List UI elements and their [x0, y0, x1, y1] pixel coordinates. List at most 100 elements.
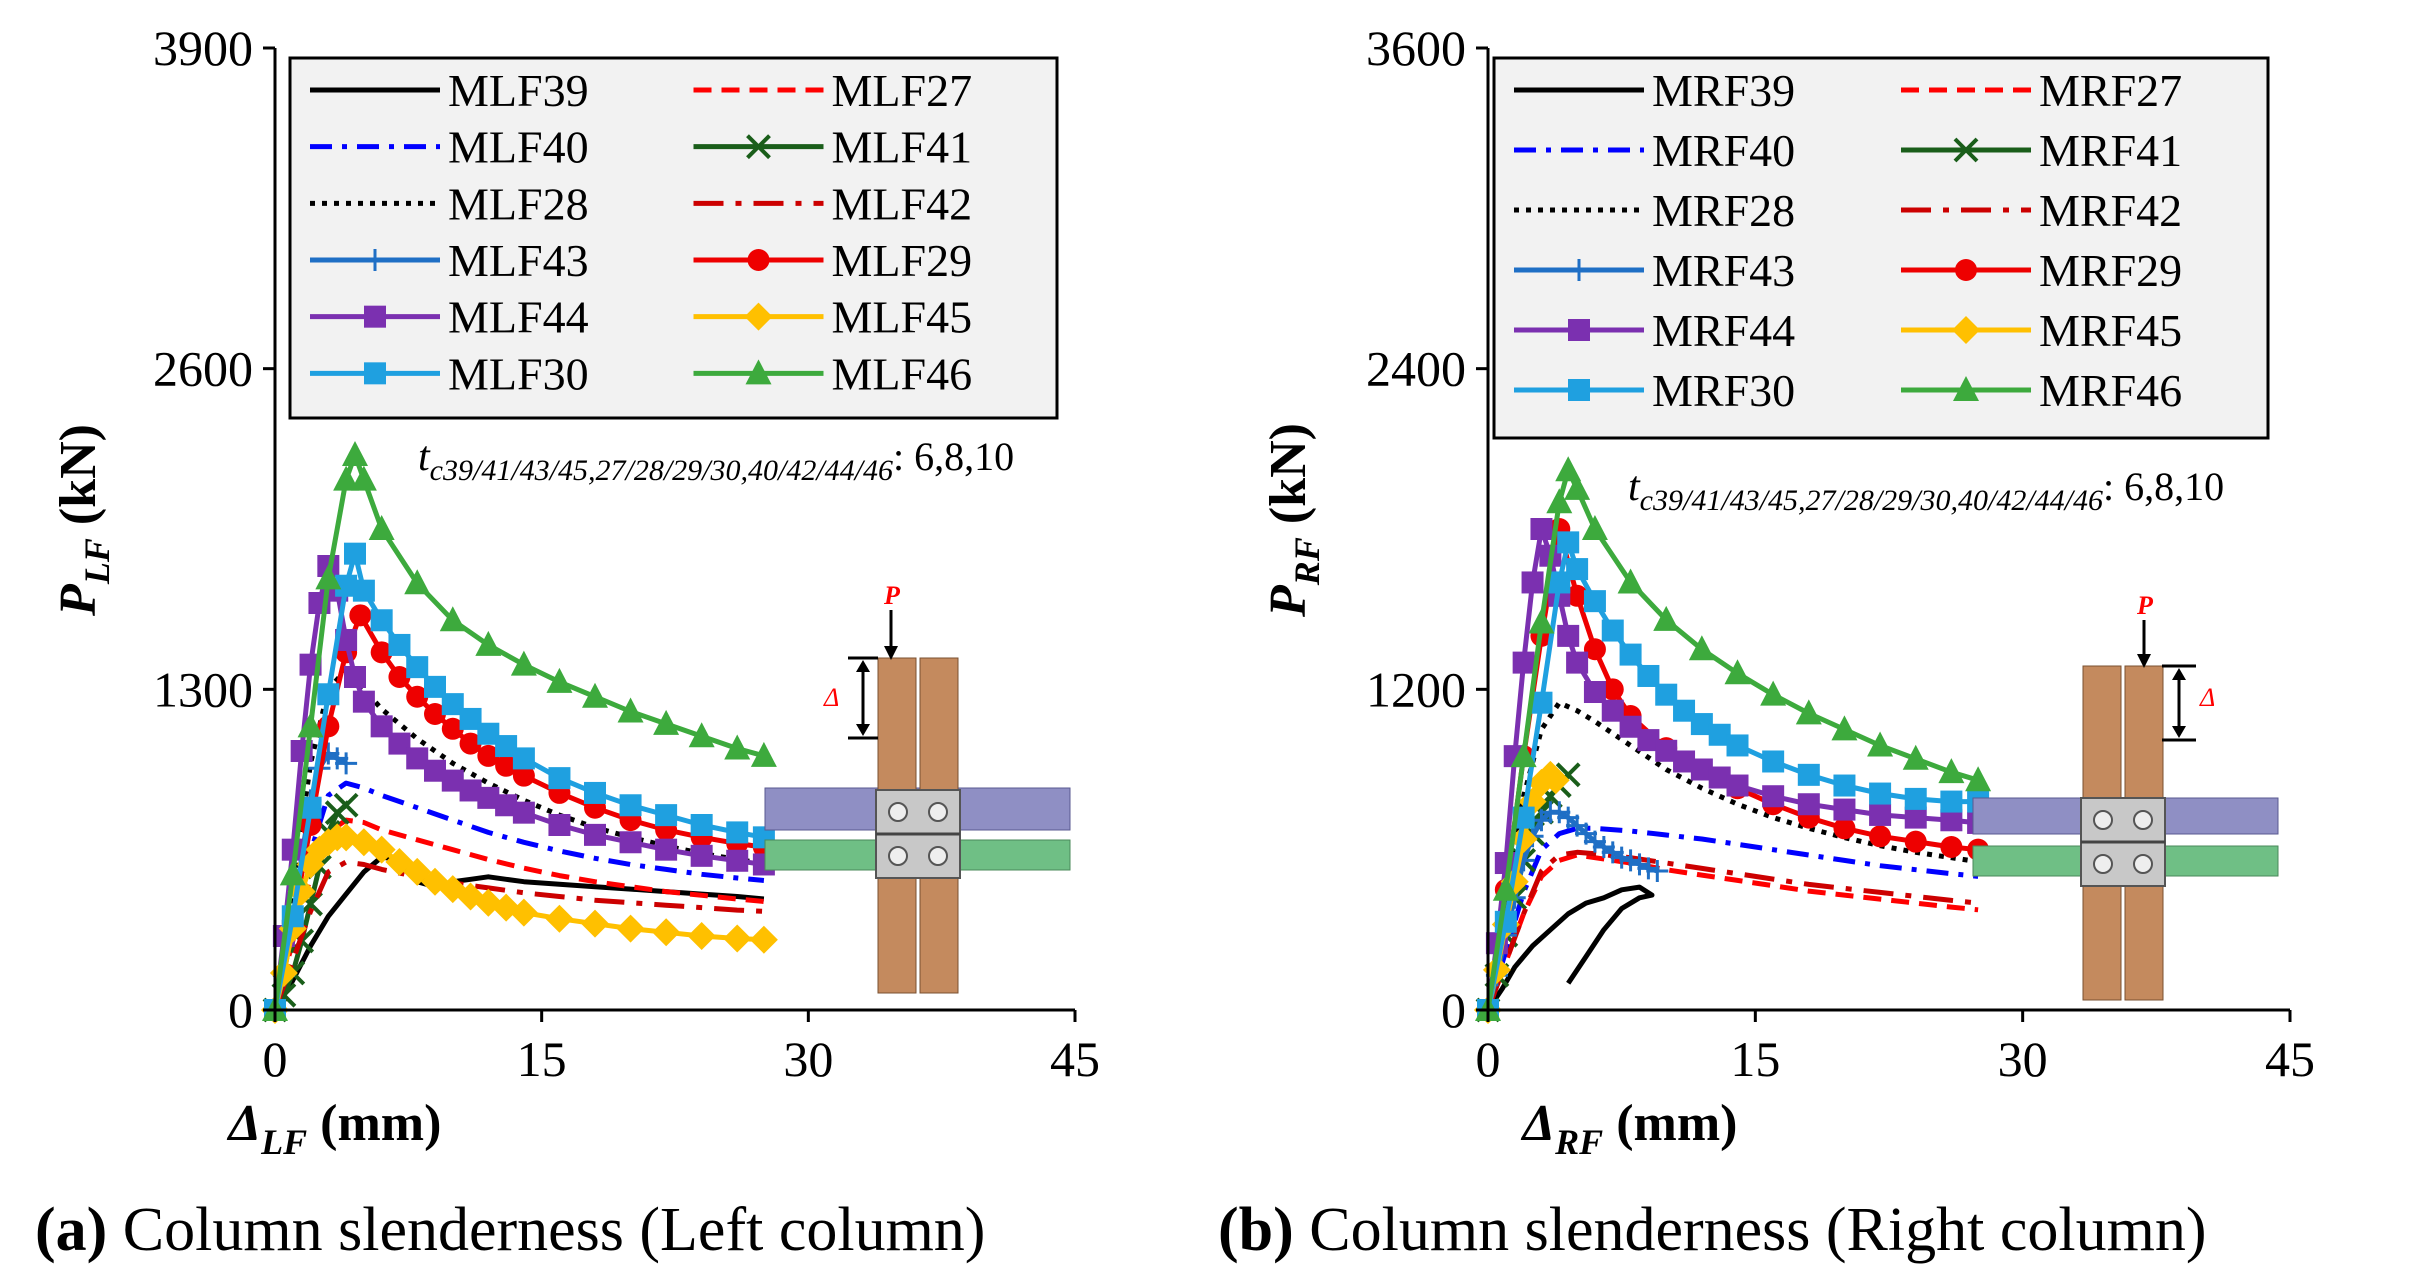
panel-b-point-MRF43: [1646, 860, 1669, 883]
panel-a-legend-label: MLF44: [448, 292, 589, 343]
panel-a-point-MLF30: [441, 693, 464, 716]
panel-a-legend-label: MLF42: [832, 178, 973, 229]
panel-b-legend-label: MRF40: [1652, 125, 1795, 176]
panel-a-point-MLF41: [333, 792, 359, 818]
panel-a-point-MLF30: [352, 579, 375, 602]
panel-b-point-MRF30: [1797, 763, 1820, 786]
panel-b-point-MRF30: [1762, 750, 1785, 773]
panel-a-point-MLF46: [350, 465, 377, 491]
panel-b-point-MRF29: [1566, 584, 1589, 607]
panel-a-point-MLF29: [477, 744, 500, 767]
panel-b-point-MRF43: [1637, 857, 1660, 880]
panel-b-legend-entry-MRF30: MRF30: [1514, 365, 1795, 416]
panel-a-xlabel: ΔLF (mm): [227, 1095, 442, 1162]
panel-b-point-MRF44: [1619, 715, 1642, 738]
panel-a-ytick-label: 1300: [153, 661, 253, 717]
panel-b-point-MRF29: [1904, 830, 1927, 853]
panel-b-point-MRF46: [1724, 659, 1751, 685]
panel-a-axes: 0 1300 2600 3900 0 15 30 45: [153, 20, 1100, 1087]
panel-a-point-MLF44: [352, 690, 375, 713]
panel-a-ytick-label: 0: [228, 982, 253, 1038]
panel-a-legend: MLF39 MLF27 MLF40 MLF41 MLF28 MLF42 MLF43 MLF29…: [288, 56, 1059, 420]
panel-a-point-MLF30: [655, 804, 678, 827]
panel-b-xlabel: ΔRF (mm): [1521, 1095, 1738, 1162]
panel-a-point-MLF45: [616, 914, 645, 943]
panel-b-annotation: tc39/41/43/45,27/28/29/30,40/42/44/46: 6…: [1628, 464, 2224, 517]
panel-b-legend-entry-MRF40: MRF40: [1514, 125, 1795, 176]
panel-b-point-MRF46: [1831, 715, 1858, 741]
inset-load-label: P: [2136, 591, 2154, 620]
panel-a-point-MLF44: [495, 794, 518, 817]
panel-a-legend-box: [288, 56, 1059, 420]
panel-a-legend-label: MLF29: [832, 235, 973, 286]
panel-b-point-MRF44: [1940, 809, 1963, 832]
panel-a-ytick-label: 3900: [153, 20, 253, 76]
panel-a-point-MLF30: [512, 747, 535, 770]
panel-b-ytick-label: 1200: [1366, 661, 1466, 717]
panel-a-point-MLF30: [388, 633, 411, 656]
panel-a-point-MLF46: [688, 722, 715, 748]
panel-a-point-MLF30: [495, 735, 518, 758]
panel-a-line-MLF45: [272, 834, 765, 1011]
panel-b-legend-label: MRF30: [1652, 365, 1795, 416]
panel-b-point-MRF44: [1566, 651, 1589, 674]
panel-a-legend-entry-MLF27: MLF27: [693, 65, 973, 116]
panel-a-series-MLF45: [261, 823, 778, 1024]
panel-a-point-MLF45: [652, 918, 681, 947]
panel-b-point-MRF30: [1708, 723, 1731, 746]
panel-a-point-MLF30: [344, 542, 366, 565]
panel-a-legend-label: MLF46: [832, 348, 973, 399]
panel-b-point-MRF46: [1938, 758, 1965, 784]
inset-bolt-4: [2133, 854, 2153, 874]
panel-a-series-group: [261, 441, 778, 1024]
panel-a-point-MLF30: [299, 796, 322, 819]
panel-b-point-MRF46: [1617, 568, 1644, 594]
panel-a-caption: (a) Column slenderness (Left column): [35, 1196, 985, 1264]
panel-b-point-MRF29: [1940, 835, 1963, 858]
panel-a-point-MLF29: [495, 754, 518, 777]
panel-a-point-MLF44: [459, 779, 482, 802]
panel-a-legend-label: MLF40: [448, 122, 589, 173]
panel-a-legend-entry-MLF41: MLF41: [693, 122, 972, 173]
inset-load-label: P: [883, 581, 901, 610]
panel-a-point-MLF46: [315, 564, 342, 590]
panel-b-series-group: [1474, 456, 1992, 1024]
panel-b-legend-label: MRF46: [2039, 365, 2182, 416]
panel-a-point-MLF44: [726, 849, 749, 872]
inset-bolt-4: [928, 846, 948, 866]
panel-b-legend-label: MRF42: [2039, 185, 2182, 236]
panel-b-point-MRF30: [1673, 699, 1696, 722]
panel-b-legend-label: MRF44: [1652, 305, 1795, 356]
panel-a-xtick-label: 45: [1050, 1031, 1100, 1087]
panel-b-point-MRF44: [1708, 766, 1731, 789]
panel-a-legend-label: MLF28: [448, 178, 589, 229]
panel-a-point-MLF44: [477, 786, 500, 809]
panel-a-point-MLF44: [388, 732, 411, 755]
panel-b-point-MRF46: [1510, 742, 1537, 768]
panel-b-point-MRF46: [1688, 635, 1715, 661]
inset-load-arrowhead: [2137, 654, 2151, 668]
panel-a-legend-label: MLF27: [832, 65, 973, 116]
inset-disp-label: Δ: [823, 683, 839, 712]
panel-a-series-MLF42: [272, 859, 765, 1011]
panel-b-point-MRF44: [1869, 803, 1892, 826]
panel-b: 0 1200 2400 3600 0 15 30 45 MRF39 MRF27 MRF40 MRF4…: [1218, 20, 2315, 1264]
panel-b-point-MRF30: [1530, 691, 1553, 714]
panel-b-point-MRF44: [1726, 774, 1749, 797]
panel-a-point-MLF45: [509, 898, 538, 927]
panel-a-point-MLF30: [619, 794, 642, 817]
panel-a-point-MLF46: [582, 682, 608, 708]
panel-a-line-MLF42: [272, 859, 765, 1011]
panel-a-legend-label: MLF30: [448, 348, 589, 399]
panel-a-legend-entry-MLF45: MLF45: [693, 292, 973, 343]
panel-b-point-MRF43: [1628, 853, 1651, 876]
panel-a-point-MLF29: [512, 764, 535, 787]
panel-a-point-MLF46: [342, 441, 368, 466]
panel-b-line-MRF27: [1485, 852, 1979, 1011]
inset-disp-arrowhead-down: [2172, 726, 2186, 738]
panel-a-legend-label: MLF45: [832, 292, 973, 343]
panel-a-legend-marker: [746, 134, 771, 160]
panel-b-legend-entry-MRF45: MRF45: [1901, 305, 2182, 356]
panel-b-point-MRF43: [1592, 835, 1615, 858]
panel-b-legend-entry-MRF42: MRF42: [1901, 185, 2182, 236]
